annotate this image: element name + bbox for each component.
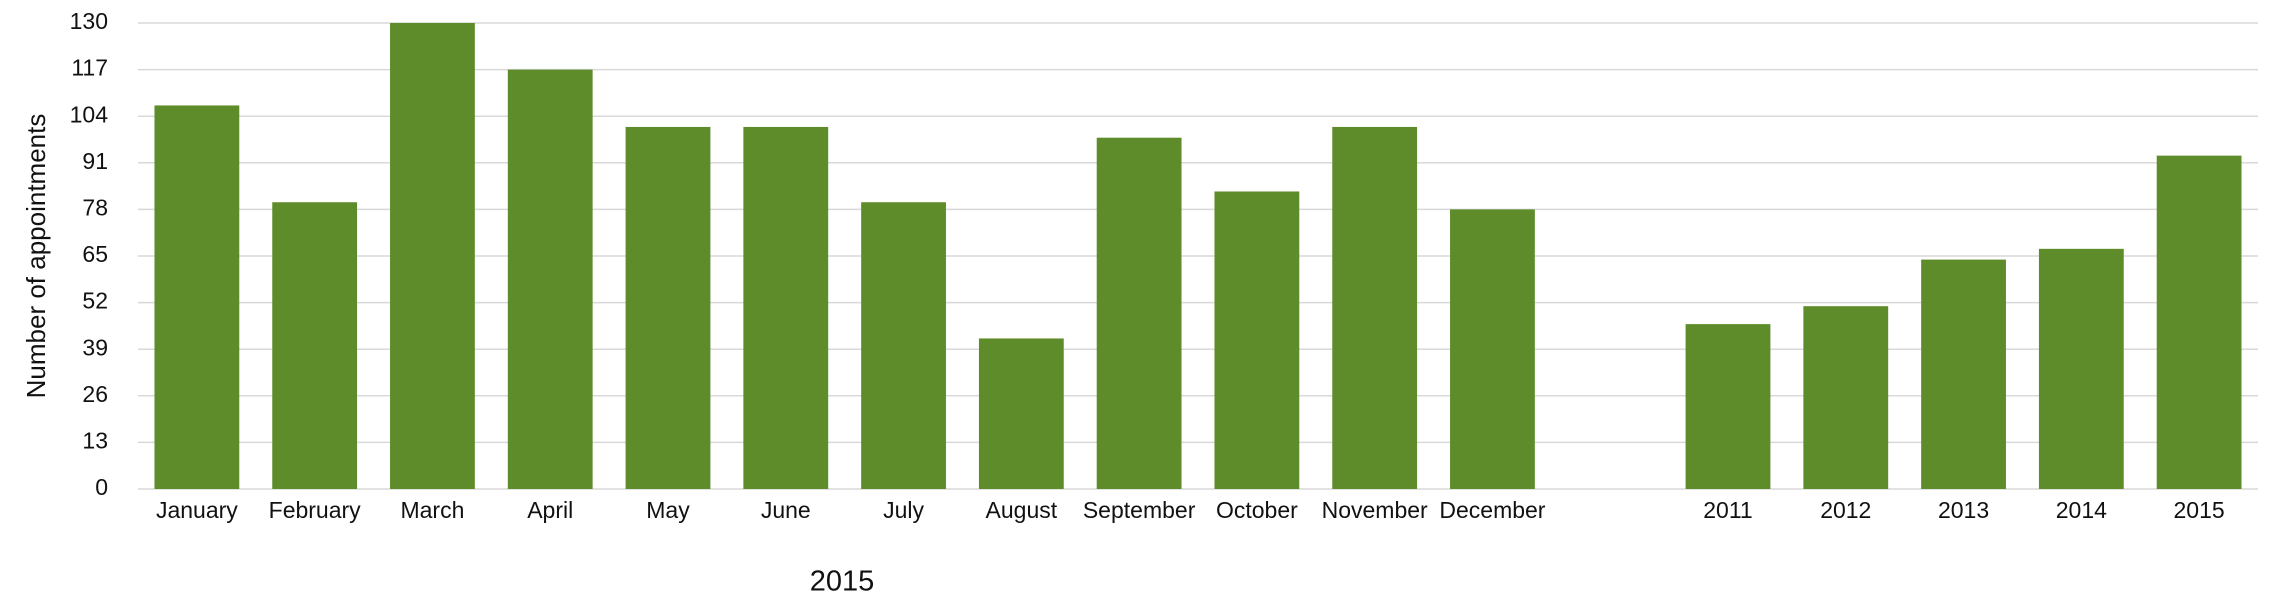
x-tick-label: September: [1083, 497, 1196, 523]
x-tick-label: April: [527, 497, 573, 523]
bar: [1685, 324, 1771, 489]
bar: [154, 105, 240, 489]
bar: [507, 69, 593, 489]
bar: [1803, 306, 1889, 489]
x-tick-label: July: [883, 497, 924, 523]
y-tick-label: 39: [82, 334, 108, 360]
y-tick-label: 130: [70, 8, 108, 34]
bar: [1214, 191, 1300, 489]
x-tick-label: January: [156, 497, 238, 523]
y-axis-title: Number of appointments: [21, 114, 51, 399]
x-tick-label: 2015: [2174, 497, 2225, 523]
x-tick-label: 2011: [1703, 497, 1752, 523]
x-tick-label: August: [986, 497, 1058, 523]
x-tick-label: June: [761, 497, 811, 523]
x-tick-label: 2013: [1938, 497, 1989, 523]
y-tick-label: 104: [70, 101, 109, 127]
bar: [1921, 259, 2006, 489]
bar: [743, 126, 829, 489]
x-tick-label: 2014: [2056, 497, 2107, 523]
x-tick-label: May: [646, 497, 690, 523]
bar: [978, 338, 1064, 489]
x-tick-label: 2012: [1820, 497, 1871, 523]
x-axis-title: 2015: [810, 566, 875, 598]
bar: [625, 126, 711, 489]
bar: [1332, 126, 1418, 489]
y-tick-label: 0: [95, 474, 108, 500]
x-tick-label: March: [400, 497, 464, 523]
bar: [2038, 248, 2124, 489]
bar: [2156, 155, 2242, 489]
x-tick-label: November: [1322, 497, 1428, 523]
x-tick-label: February: [269, 497, 362, 523]
bar: [861, 202, 946, 489]
bar: [272, 202, 358, 489]
y-tick-label: 13: [82, 427, 108, 453]
y-tick-label: 52: [82, 288, 108, 314]
bar: [1096, 137, 1182, 489]
y-tick-label: 91: [82, 148, 108, 174]
y-tick-label: 26: [82, 381, 108, 407]
x-tick-label: October: [1216, 497, 1298, 523]
bar: [390, 23, 475, 489]
x-tick-label: December: [1439, 497, 1545, 523]
y-tick-label: 78: [82, 194, 108, 220]
y-tick-label: 65: [82, 241, 108, 267]
y-tick-label: 117: [71, 55, 108, 81]
bar: [1450, 209, 1535, 489]
